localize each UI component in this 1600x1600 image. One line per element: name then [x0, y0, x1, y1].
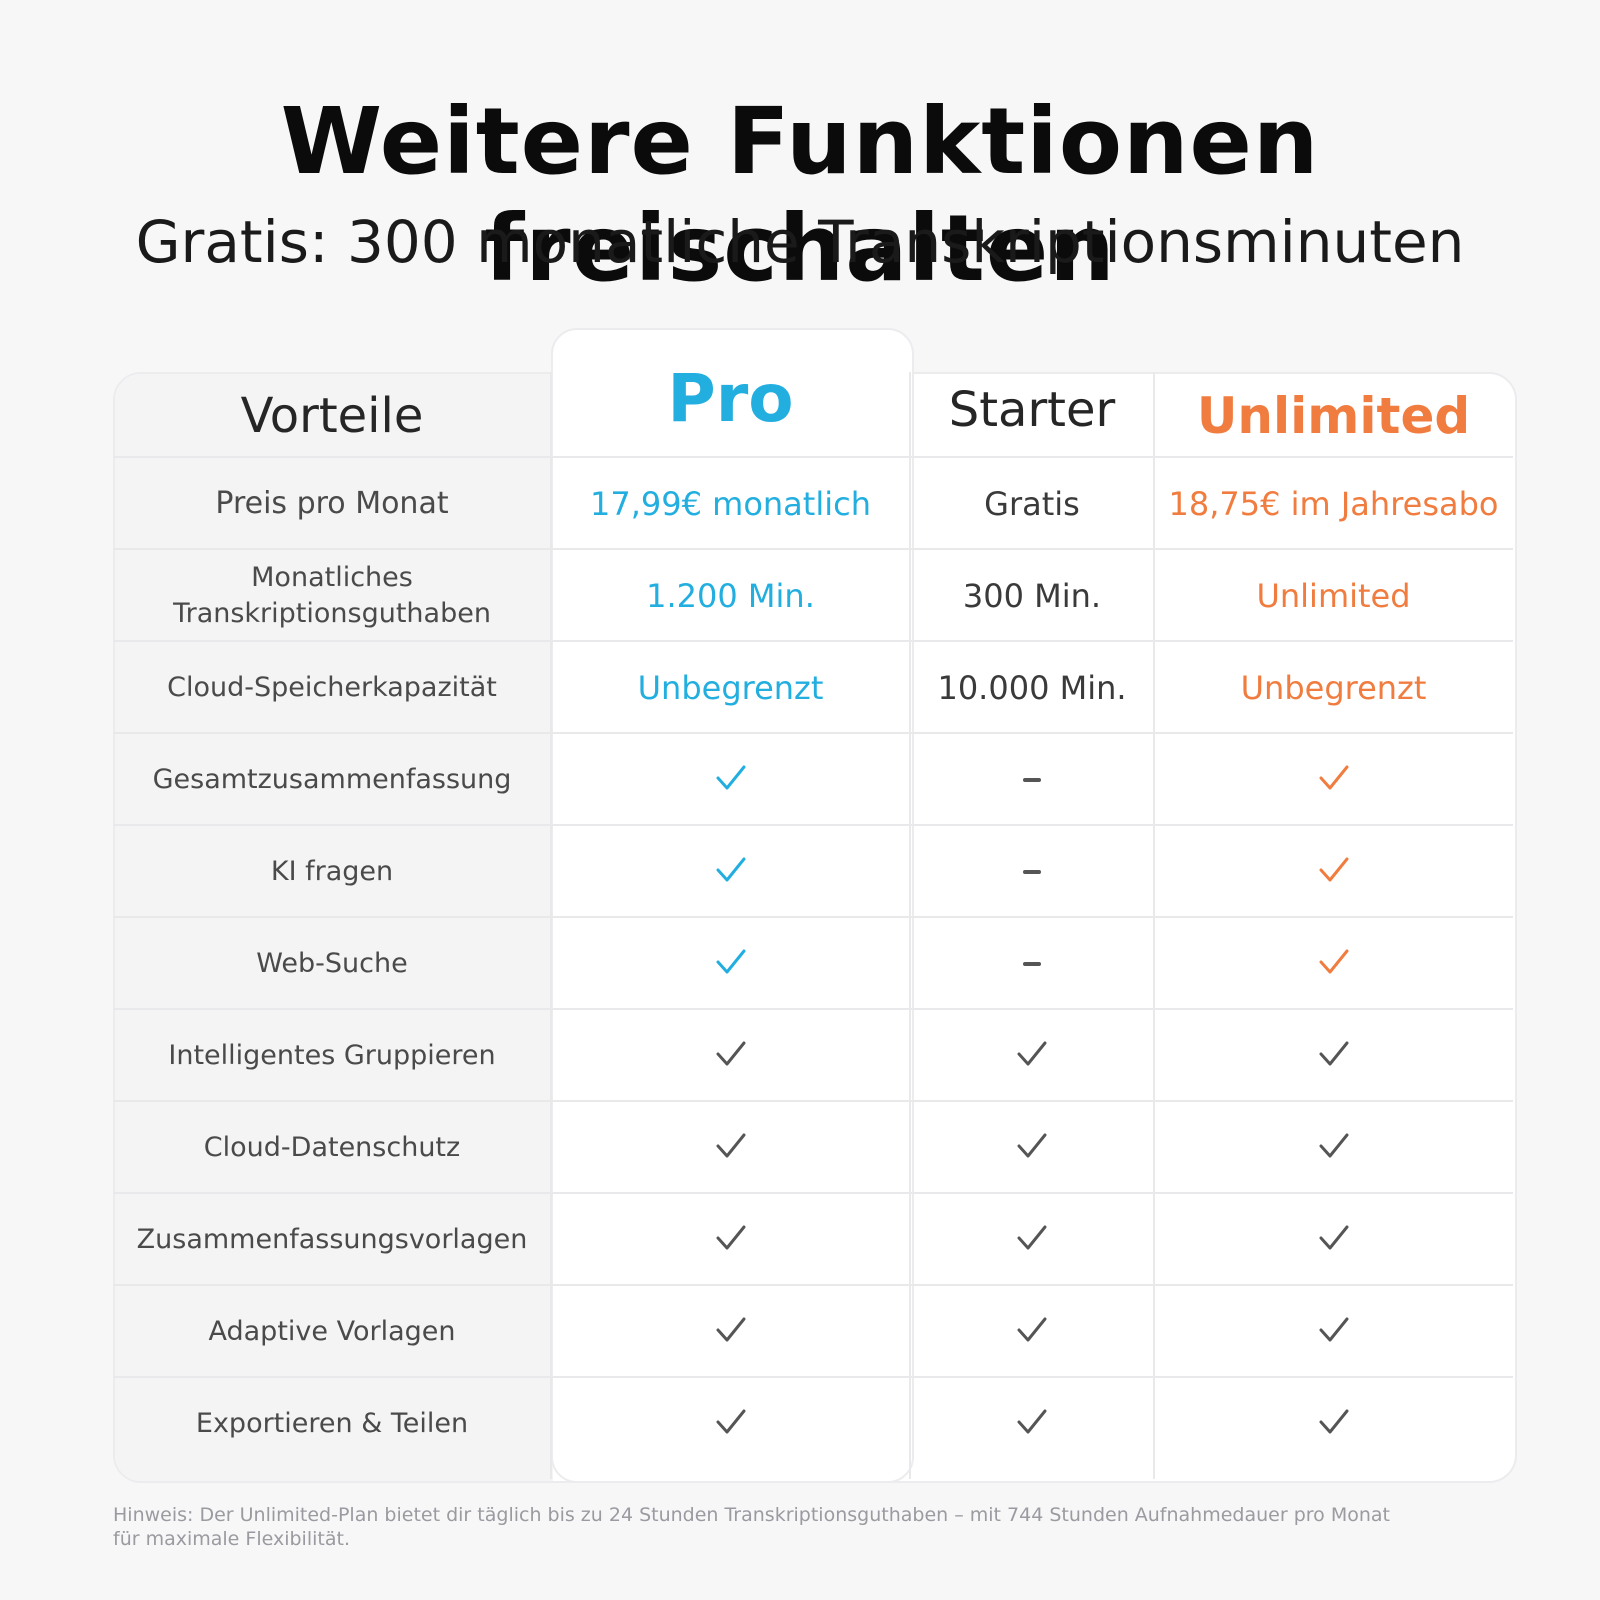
check-icon	[1014, 1220, 1050, 1261]
check-icon	[1316, 1036, 1352, 1077]
unlimited-value: 18,75€ im Jahresabo	[1168, 485, 1499, 523]
table-row: Monatliches Transkriptionsguthaben 1.200…	[113, 548, 1513, 642]
row-label: Exportieren & Teilen	[195, 1408, 469, 1439]
unlimited-value: Unbegrenzt	[1240, 669, 1427, 707]
row-label: Cloud-Speicherkapazität	[167, 672, 497, 703]
pro-value: 17,99€ monatlich	[590, 485, 871, 523]
footnote: Hinweis: Der Unlimited-Plan bietet dir t…	[113, 1504, 1390, 1550]
check-icon	[713, 1036, 749, 1077]
row-label: Cloud-Datenschutz	[203, 1132, 461, 1163]
check-icon	[713, 944, 749, 985]
column-divider	[1153, 372, 1155, 1479]
row-label: KI fragen	[270, 856, 394, 887]
check-icon	[713, 1128, 749, 1169]
check-icon	[1316, 1404, 1352, 1445]
check-icon	[713, 852, 749, 893]
table-row: Zusammenfassungsvorlagen	[113, 1192, 1513, 1286]
check-icon	[1014, 1312, 1050, 1353]
check-icon	[1316, 1220, 1352, 1261]
check-icon	[1316, 1312, 1352, 1353]
table-row: Preis pro Monat 17,99€ monatlich Gratis …	[113, 456, 1513, 550]
check-icon	[713, 760, 749, 801]
starter-value: Gratis	[984, 485, 1080, 523]
column-divider	[909, 372, 911, 1479]
page-subtitle: Gratis: 300 monatliche Transkriptionsmin…	[135, 208, 1465, 276]
check-icon	[713, 1404, 749, 1445]
table-row: Intelligentes Gruppieren	[113, 1008, 1513, 1102]
feature-label-column	[115, 374, 553, 1481]
header-row: Vorteile Pro Starter Unlimited	[113, 360, 1513, 462]
starter-value: 300 Min.	[962, 577, 1102, 615]
check-icon	[713, 1220, 749, 1261]
table-row: Gesamtzusammenfassung	[113, 732, 1513, 826]
page-title: Weitere Funktionen freischalten	[280, 88, 1320, 302]
table-row: Cloud-Datenschutz	[113, 1100, 1513, 1194]
check-icon	[1316, 852, 1352, 893]
row-label: Intelligentes Gruppieren	[168, 1040, 496, 1071]
header-starter-plan: Starter	[948, 382, 1116, 438]
check-icon	[1014, 1404, 1050, 1445]
table-row: Adaptive Vorlagen	[113, 1284, 1513, 1378]
row-label: Gesamtzusammenfassung	[152, 764, 512, 795]
header-features: Vorteile	[240, 388, 424, 444]
unlimited-value: Unlimited	[1256, 577, 1411, 615]
starter-value: 10.000 Min.	[937, 669, 1127, 707]
header-unlimited-plan: Unlimited	[1196, 387, 1471, 445]
check-icon	[1316, 1128, 1352, 1169]
table-row: Exportieren & Teilen	[113, 1376, 1513, 1470]
table-row: KI fragen	[113, 824, 1513, 918]
row-label: Preis pro Monat	[215, 486, 449, 521]
row-label: Zusammenfassungsvorlagen	[136, 1224, 528, 1255]
dash-icon	[1023, 778, 1041, 782]
column-divider	[550, 372, 552, 1479]
check-icon	[713, 1312, 749, 1353]
check-icon	[1014, 1128, 1050, 1169]
check-icon	[1014, 1036, 1050, 1077]
header-pro-plan: Pro	[667, 359, 794, 437]
comparison-table: Vorteile Pro Starter Unlimited Preis pro…	[113, 360, 1513, 1479]
dash-icon	[1023, 870, 1041, 874]
table-row: Web-Suche	[113, 916, 1513, 1010]
row-label: Monatliches Transkriptionsguthaben	[173, 562, 491, 629]
row-label: Web-Suche	[256, 948, 408, 979]
dash-icon	[1023, 962, 1041, 966]
row-label: Adaptive Vorlagen	[208, 1316, 456, 1347]
pro-value: 1.200 Min.	[646, 577, 815, 615]
check-icon	[1316, 760, 1352, 801]
table-row: Cloud-Speicherkapazität Unbegrenzt 10.00…	[113, 640, 1513, 734]
check-icon	[1316, 944, 1352, 985]
pro-plan-card	[551, 328, 914, 1483]
pro-value: Unbegrenzt	[637, 669, 824, 707]
